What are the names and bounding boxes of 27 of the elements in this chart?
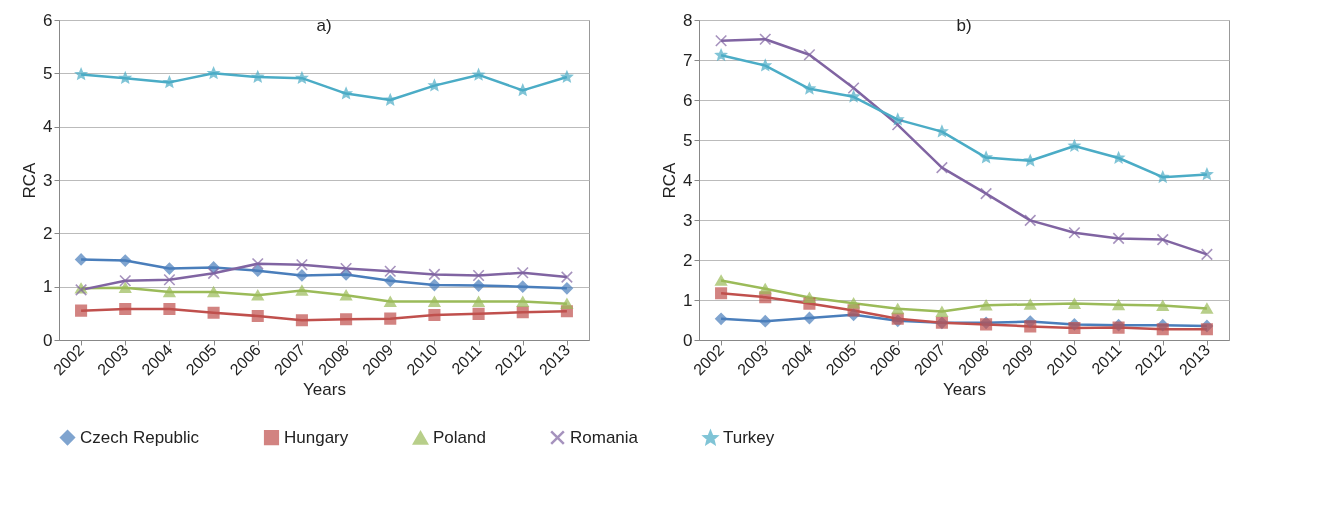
y-tick-label: 0 [683, 330, 693, 350]
x-axis-title: Years [303, 380, 346, 400]
legend-label: Romania [570, 427, 639, 447]
y-tick-label: 1 [43, 277, 53, 297]
y-tick-label: 6 [683, 90, 693, 110]
legend-label: Hungary [284, 427, 349, 447]
y-tick-label: 8 [683, 10, 693, 30]
y-axis-title: RCA [20, 161, 40, 199]
y-tick-label: 0 [43, 330, 53, 350]
chart-title: a) [316, 16, 332, 35]
y-tick-label: 7 [683, 50, 693, 70]
y-tick-label: 5 [43, 63, 53, 83]
legend-label: Poland [433, 428, 486, 448]
y-tick-label: 3 [43, 170, 53, 190]
x-axis-title: Years [943, 380, 986, 400]
chart-title: b) [956, 16, 972, 35]
y-tick-label: 5 [683, 130, 693, 150]
y-tick-label: 1 [683, 290, 693, 310]
y-tick-label: 4 [43, 117, 53, 137]
legend-label: Turkey [723, 428, 775, 448]
legend-label: Czech Republic [80, 427, 200, 447]
y-tick-label: 4 [683, 170, 693, 190]
y-tick-label: 2 [683, 250, 693, 270]
y-tick-label: 6 [43, 10, 53, 30]
y-tick-label: 3 [683, 210, 693, 230]
y-axis-title: RCA [660, 161, 680, 199]
y-tick-label: 2 [43, 223, 53, 243]
